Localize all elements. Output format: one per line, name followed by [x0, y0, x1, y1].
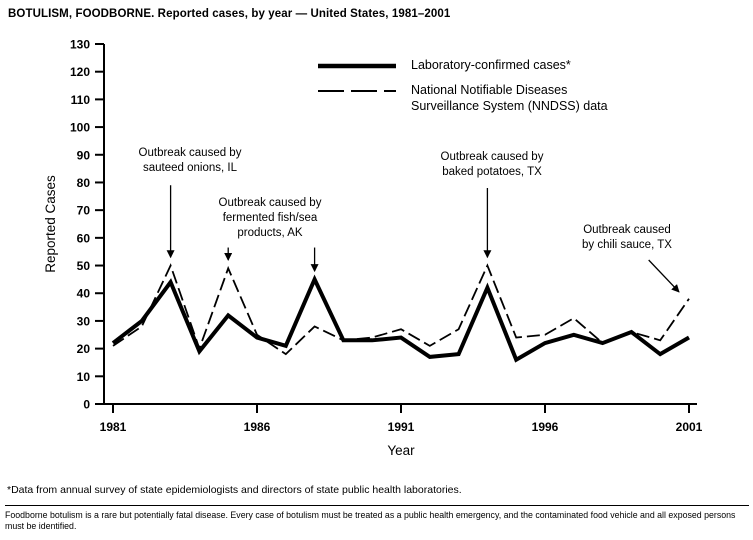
y-tick-label: 30: [77, 314, 91, 328]
annotation-chili-sauce: Outbreak caused by chili sauce, TX: [582, 224, 672, 251]
axes: 0 10 20 30 40 50 60 70 80 90 100 110 120 130 1981 1986 1…: [70, 38, 703, 435]
y-tick-label: 50: [77, 259, 91, 273]
annotation-arrows: [166, 185, 680, 293]
y-tick-label: 130: [70, 38, 90, 52]
x-tick-label: 1996: [532, 420, 559, 434]
legend-label-lab-confirmed: Laboratory-confirmed cases*: [411, 58, 571, 72]
y-tick-label: 10: [77, 370, 91, 384]
legend-label-nndss: National Notifiable Diseases Surveillanc…: [411, 83, 608, 113]
y-axis-title: Reported Cases: [43, 175, 58, 273]
x-tick-label: 1981: [100, 420, 127, 434]
annotation-sauteed-onions: Outbreak caused by sauteed onions, IL: [138, 147, 242, 174]
y-tick-label: 70: [77, 204, 91, 218]
y-tick-label: 0: [83, 398, 90, 412]
annotation-baked-potatoes: Outbreak caused by baked potatoes, TX: [440, 151, 544, 178]
legend-row-lab-confirmed: Laboratory-confirmed cases*: [316, 57, 608, 75]
legend-row-nndss: National Notifiable Diseases Surveillanc…: [316, 82, 608, 114]
annotation-arrow: [648, 259, 680, 293]
legend-line-dashed-icon: [318, 90, 396, 92]
footnote-data-source: *Data from annual survey of state epidem…: [7, 484, 462, 496]
legend-line-solid-icon: [318, 63, 396, 69]
series-line-0: [111, 274, 690, 363]
series-lines: [111, 263, 690, 363]
y-tick-label: 20: [77, 342, 91, 356]
y-tick-label: 110: [71, 93, 91, 107]
y-tick-label: 40: [77, 287, 91, 301]
legend: Laboratory-confirmed cases* National Not…: [316, 57, 608, 121]
y-tick-label: 100: [70, 121, 90, 135]
y-tick-label: 80: [77, 176, 91, 190]
divider-line: [5, 505, 749, 506]
series-line-1: [112, 263, 690, 356]
y-tick-label: 120: [70, 65, 90, 79]
annotation-fermented-fish: Outbreak caused by fermented fish/sea pr…: [218, 197, 322, 239]
x-tick-label: 2001: [676, 420, 703, 434]
figure-title: BOTULISM, FOODBORNE. Reported cases, by …: [8, 8, 451, 20]
x-axis-title: Year: [387, 443, 415, 458]
y-tick-label: 60: [77, 231, 91, 245]
x-tick-label: 1991: [388, 420, 415, 434]
bottom-note: Foodborne botulism is a rare but potenti…: [5, 510, 736, 531]
x-tick-label: 1986: [244, 420, 271, 434]
y-tick-label: 90: [77, 148, 91, 162]
